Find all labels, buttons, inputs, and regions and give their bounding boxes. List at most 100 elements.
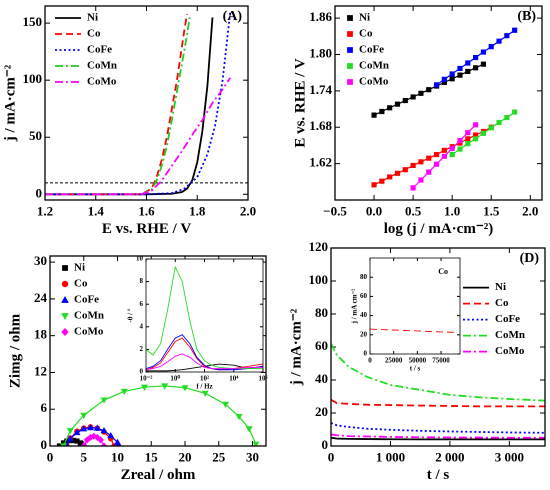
marker (480, 49, 486, 55)
marker (97, 436, 104, 444)
legend-label: CoFe (87, 44, 112, 56)
annotation: Co (438, 267, 448, 276)
x-axis-label: E vs. RHE / V (102, 221, 191, 237)
marker (222, 401, 229, 408)
panel-label: (A) (223, 9, 243, 24)
series-line (45, 17, 191, 196)
x-tick-label: 1.4 (88, 203, 105, 218)
y-axis-label: j / mA·cm⁻² (2, 64, 18, 142)
marker (114, 438, 121, 445)
axes-frame (49, 255, 267, 447)
legend-label: CoFe (359, 44, 384, 56)
marker (480, 61, 486, 67)
y-tick-label: 8 (140, 277, 144, 285)
panel: 1.2 1.4 1.6 1.8 2.0 0 50 100 150 E vs. RHE / V j /… (2, 5, 256, 237)
legend-label: Ni (495, 281, 506, 293)
inset: 10⁻² 10⁰ 10² 10⁴ 10⁶ 0 2 4 6 8 10 f / Hz -θ / ° (127, 255, 268, 391)
x-tick-label: 0 (47, 449, 54, 464)
marker (473, 54, 479, 61)
y-axis-label: j / mA·cm⁻² (288, 308, 304, 386)
x-tick-label: 2.0 (240, 203, 256, 218)
marker (394, 101, 401, 107)
series-line (45, 77, 231, 196)
y-tick-label: 4 (140, 322, 144, 330)
x-tick-label: 2 000 (435, 449, 464, 464)
marker (347, 79, 353, 85)
legend-label: Co (359, 28, 373, 40)
marker (457, 138, 463, 144)
marker (100, 427, 108, 434)
x-tick-label: 1.8 (189, 203, 206, 218)
y-tick-label: 1.74 (309, 82, 332, 97)
panel: −0.5 0.0 0.5 1.0 1.5 2.0 1.62 1.68 1.74 1.80 1.86 l… (292, 5, 543, 237)
marker (73, 428, 81, 436)
panel-label: (B) (517, 9, 536, 24)
marker (433, 151, 440, 158)
legend-label: Co (87, 28, 101, 40)
marker (473, 65, 479, 71)
legend-label: CoFe (74, 294, 99, 306)
marker (90, 432, 98, 440)
marker (93, 424, 101, 431)
marker (66, 435, 74, 442)
series-line (331, 433, 545, 439)
x-tick-label: 25000 (385, 356, 403, 364)
marker (235, 414, 243, 421)
marker (465, 60, 471, 66)
x-tick-label: 5 (81, 449, 88, 464)
marker (161, 383, 169, 390)
x-tick-label: 10⁶ (258, 374, 267, 382)
marker (441, 76, 447, 82)
y-axis-label: j / mA cm⁻² (351, 289, 359, 325)
axes-frame (330, 247, 546, 447)
x-tick-label: 1.2 (37, 203, 53, 218)
marker (347, 47, 353, 53)
marker (488, 44, 494, 50)
y-tick-label: 120 (309, 239, 329, 254)
x-tick-label: 0.0 (366, 203, 382, 218)
marker (93, 433, 101, 442)
marker (426, 87, 432, 93)
x-tick-label: 0.5 (405, 203, 422, 218)
marker (387, 105, 393, 111)
y-tick-label: 1.80 (309, 45, 332, 60)
legend-label: CoMn (359, 60, 389, 72)
marker (465, 68, 471, 75)
series-line (331, 399, 545, 408)
x-tick-label: 0 (328, 449, 335, 464)
x-tick-label: 10⁰ (170, 374, 180, 382)
y-tick-label: 1.62 (309, 155, 332, 170)
marker (402, 97, 408, 104)
x-axis-label: t / s (427, 467, 450, 483)
marker (100, 397, 108, 404)
x-tick-label: 1.6 (138, 203, 155, 218)
y-tick-label: 0 (36, 185, 43, 200)
marker (181, 385, 189, 392)
marker (87, 423, 94, 431)
marker (473, 122, 479, 128)
legend-label: Ni (87, 12, 98, 24)
marker (449, 145, 455, 152)
y-tick-label: 40 (315, 371, 328, 386)
marker (61, 295, 69, 303)
marker (120, 388, 128, 396)
series-line (45, 17, 214, 196)
series-line (45, 11, 232, 196)
x-tick-label: 10² (200, 374, 209, 382)
y-axis-label: -θ / ° (127, 308, 135, 322)
marker (465, 130, 471, 136)
legend-label: CoMo (359, 76, 389, 88)
legend-label: Co (74, 278, 88, 290)
x-tick-label: 3 000 (495, 449, 524, 464)
marker (426, 169, 432, 175)
y-tick-label: 24 (34, 290, 48, 305)
y-tick-label: 40 (360, 311, 368, 319)
marker (371, 182, 377, 188)
x-axis-label: log (j / mA·cm⁻²) (384, 221, 493, 237)
marker (371, 112, 377, 118)
marker (201, 390, 209, 397)
x-tick-label: 75000 (432, 356, 450, 364)
y-tick-label: 20 (360, 330, 368, 338)
